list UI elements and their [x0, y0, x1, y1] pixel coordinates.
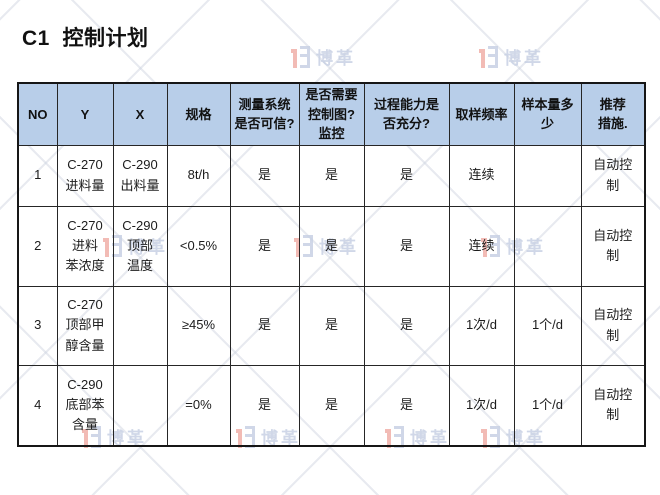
- cell-control-chart: 是: [298, 144, 365, 207]
- cell-sampling-freq: 连续: [448, 205, 515, 287]
- col-header-control-chart: 是否需要 控制图? 监控: [298, 82, 365, 146]
- cell-sample-size: 1个/d: [513, 364, 582, 447]
- cell-y: C-270 顶部甲 醇含量: [56, 285, 114, 366]
- col-header-capability: 过程能力是 否充分?: [363, 82, 450, 146]
- page-title: C1 控制计划: [22, 27, 149, 51]
- col-header-msa: 测量系统 是否可信?: [229, 82, 300, 146]
- cell-no: 1: [17, 144, 58, 207]
- cell-action: 自动控 制: [580, 144, 646, 207]
- cell-capability: 是: [363, 144, 450, 207]
- cell-sampling-freq: 连续: [448, 144, 515, 207]
- col-header-sample-size: 样本量多 少: [513, 82, 582, 146]
- col-header-y: Y: [56, 82, 114, 146]
- col-header-x: X: [112, 82, 168, 146]
- cell-x: [112, 285, 168, 366]
- table-row: 1 C-270 进料量 C-290 出料量 8t/h 是 是 是 连续 自动控 …: [17, 144, 646, 207]
- cell-sampling-freq: 1次/d: [448, 364, 515, 447]
- boge-watermark: 博革: [479, 44, 544, 69]
- cell-no: 2: [17, 205, 58, 287]
- cell-x: [112, 364, 168, 447]
- cell-control-chart: 是: [298, 285, 365, 366]
- boge-watermark: 博革: [291, 44, 356, 69]
- cell-msa: 是: [229, 364, 300, 447]
- cell-capability: 是: [363, 364, 450, 447]
- cell-no: 4: [17, 364, 58, 447]
- cell-capability: 是: [363, 285, 450, 366]
- watermark-text: 博革: [504, 49, 544, 68]
- cell-x: C-290 出料量: [112, 144, 168, 207]
- header-row: NO Y X 规格 测量系统 是否可信? 是否需要 控制图? 监控 过程能力是 …: [17, 82, 646, 146]
- cell-sampling-freq: 1次/d: [448, 285, 515, 366]
- cell-msa: 是: [229, 205, 300, 287]
- control-plan-table: NO Y X 规格 测量系统 是否可信? 是否需要 控制图? 监控 过程能力是 …: [17, 82, 646, 447]
- cell-sample-size: 1个/d: [513, 285, 582, 366]
- cell-x: C-290 顶部 温度: [112, 205, 168, 287]
- boge-logo-icon: [479, 45, 498, 68]
- cell-control-chart: 是: [298, 364, 365, 447]
- cell-msa: 是: [229, 144, 300, 207]
- col-header-sampling-freq: 取样频率: [448, 82, 515, 146]
- watermark-text: 博革: [316, 49, 356, 68]
- cell-y: C-270 进料量: [56, 144, 114, 207]
- col-header-spec: 规格: [166, 82, 231, 146]
- cell-sample-size: [513, 144, 582, 207]
- cell-spec: ≥45%: [166, 285, 231, 366]
- boge-logo-icon: [291, 45, 310, 68]
- col-header-action: 推荐 措施.: [580, 82, 646, 146]
- cell-msa: 是: [229, 285, 300, 366]
- cell-spec: =0%: [166, 364, 231, 447]
- cell-no: 3: [17, 285, 58, 366]
- cell-y: C-290 底部苯 含量: [56, 364, 114, 447]
- cell-y: C-270 进料 苯浓度: [56, 205, 114, 287]
- col-header-no: NO: [17, 82, 58, 146]
- cell-sample-size: [513, 205, 582, 287]
- cell-spec: <0.5%: [166, 205, 231, 287]
- cell-action: 自动控 制: [580, 205, 646, 287]
- table-row: 4 C-290 底部苯 含量 =0% 是 是 是 1次/d 1个/d 自动控 制: [17, 364, 646, 447]
- cell-action: 自动控 制: [580, 364, 646, 447]
- cell-control-chart: 是: [298, 205, 365, 287]
- table-row: 3 C-270 顶部甲 醇含量 ≥45% 是 是 是 1次/d 1个/d 自动控…: [17, 285, 646, 366]
- cell-spec: 8t/h: [166, 144, 231, 207]
- cell-action: 自动控 制: [580, 285, 646, 366]
- cell-capability: 是: [363, 205, 450, 287]
- table-row: 2 C-270 进料 苯浓度 C-290 顶部 温度 <0.5% 是 是 是 连…: [17, 205, 646, 287]
